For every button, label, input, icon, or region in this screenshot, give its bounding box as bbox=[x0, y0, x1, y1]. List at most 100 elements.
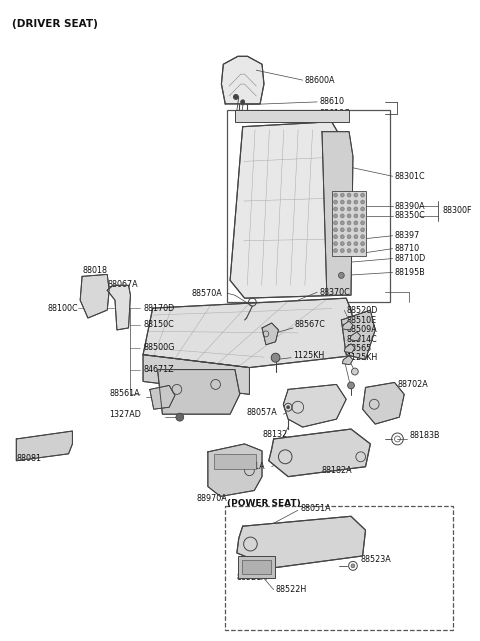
Text: 84671Z: 84671Z bbox=[143, 365, 174, 374]
Circle shape bbox=[340, 200, 344, 204]
Text: 88710: 88710 bbox=[395, 244, 420, 253]
Circle shape bbox=[354, 221, 358, 225]
Polygon shape bbox=[322, 131, 353, 296]
Circle shape bbox=[347, 242, 351, 246]
Circle shape bbox=[360, 249, 365, 253]
Text: 88600A: 88600A bbox=[305, 76, 335, 85]
Text: 88100C: 88100C bbox=[48, 304, 78, 313]
Polygon shape bbox=[143, 354, 250, 394]
Text: 88523A: 88523A bbox=[360, 555, 392, 565]
Text: 88370C: 88370C bbox=[319, 288, 350, 297]
Text: 88565: 88565 bbox=[346, 344, 372, 353]
Circle shape bbox=[347, 193, 351, 197]
Circle shape bbox=[334, 249, 337, 253]
Circle shape bbox=[354, 207, 358, 211]
Polygon shape bbox=[230, 122, 346, 298]
Circle shape bbox=[351, 368, 358, 375]
Circle shape bbox=[340, 193, 344, 197]
Text: 88300F: 88300F bbox=[443, 206, 472, 215]
Text: 88397: 88397 bbox=[395, 231, 420, 240]
Circle shape bbox=[354, 242, 358, 246]
Polygon shape bbox=[107, 285, 131, 330]
Circle shape bbox=[334, 207, 337, 211]
Circle shape bbox=[360, 200, 365, 204]
Circle shape bbox=[347, 228, 351, 232]
Polygon shape bbox=[16, 431, 72, 461]
Polygon shape bbox=[341, 310, 375, 360]
Circle shape bbox=[347, 207, 351, 211]
Bar bbox=[238, 556, 275, 578]
Bar bbox=[242, 560, 271, 574]
Text: (DRIVER SEAT): (DRIVER SEAT) bbox=[12, 19, 98, 29]
Polygon shape bbox=[344, 344, 355, 353]
Polygon shape bbox=[269, 429, 371, 477]
Bar bbox=[227, 110, 390, 302]
Circle shape bbox=[340, 214, 344, 218]
Text: 88182A: 88182A bbox=[322, 466, 353, 475]
Polygon shape bbox=[157, 370, 240, 414]
Circle shape bbox=[233, 94, 239, 99]
Circle shape bbox=[354, 200, 358, 204]
Text: 88514C: 88514C bbox=[346, 335, 377, 344]
Circle shape bbox=[354, 193, 358, 197]
Polygon shape bbox=[80, 274, 109, 318]
Text: 88970A: 88970A bbox=[196, 494, 227, 503]
Text: 88018: 88018 bbox=[82, 266, 107, 275]
Text: 88610: 88610 bbox=[319, 97, 344, 106]
Text: 88509A: 88509A bbox=[346, 326, 377, 335]
Text: 88522H: 88522H bbox=[276, 585, 307, 594]
Circle shape bbox=[351, 564, 355, 568]
Circle shape bbox=[347, 235, 351, 238]
Text: (POWER SEAT): (POWER SEAT) bbox=[227, 499, 301, 508]
Text: 88067A: 88067A bbox=[107, 280, 138, 289]
Polygon shape bbox=[283, 385, 346, 427]
Polygon shape bbox=[350, 332, 360, 341]
Circle shape bbox=[241, 100, 245, 104]
Text: 88150C: 88150C bbox=[143, 320, 174, 329]
Text: 88170D: 88170D bbox=[143, 304, 174, 313]
Polygon shape bbox=[342, 321, 353, 330]
Circle shape bbox=[340, 228, 344, 232]
Circle shape bbox=[360, 214, 365, 218]
Circle shape bbox=[334, 242, 337, 246]
Circle shape bbox=[360, 242, 365, 246]
Text: 88510E: 88510E bbox=[346, 315, 376, 324]
Circle shape bbox=[347, 214, 351, 218]
Circle shape bbox=[340, 235, 344, 238]
Circle shape bbox=[347, 200, 351, 204]
Text: 88520D: 88520D bbox=[346, 306, 378, 315]
Text: 88570A: 88570A bbox=[192, 288, 222, 297]
Circle shape bbox=[340, 249, 344, 253]
Polygon shape bbox=[237, 516, 366, 568]
Bar bbox=[214, 454, 256, 469]
Text: 88610C: 88610C bbox=[319, 110, 350, 119]
Text: 88081: 88081 bbox=[16, 454, 41, 463]
Polygon shape bbox=[208, 444, 262, 497]
Text: 88051A: 88051A bbox=[235, 462, 265, 471]
Circle shape bbox=[340, 207, 344, 211]
Polygon shape bbox=[221, 56, 264, 104]
Circle shape bbox=[340, 221, 344, 225]
Text: 88195B: 88195B bbox=[395, 268, 425, 277]
Circle shape bbox=[360, 221, 365, 225]
Circle shape bbox=[271, 353, 280, 362]
Circle shape bbox=[360, 235, 365, 238]
Bar bbox=[225, 506, 453, 630]
Bar bbox=[235, 110, 349, 122]
Circle shape bbox=[360, 228, 365, 232]
Text: 88500G: 88500G bbox=[143, 344, 174, 353]
Circle shape bbox=[176, 413, 184, 421]
Text: 88132: 88132 bbox=[262, 431, 287, 440]
Text: 88567C: 88567C bbox=[295, 320, 326, 329]
Circle shape bbox=[338, 272, 344, 278]
Polygon shape bbox=[342, 356, 353, 365]
Text: 88301C: 88301C bbox=[395, 172, 425, 181]
Polygon shape bbox=[262, 323, 278, 345]
Circle shape bbox=[354, 249, 358, 253]
Text: 88057A: 88057A bbox=[247, 408, 277, 417]
Text: 1125KH: 1125KH bbox=[293, 351, 324, 360]
Polygon shape bbox=[150, 385, 175, 409]
Text: 88561A: 88561A bbox=[109, 389, 140, 398]
Circle shape bbox=[334, 228, 337, 232]
Circle shape bbox=[347, 221, 351, 225]
